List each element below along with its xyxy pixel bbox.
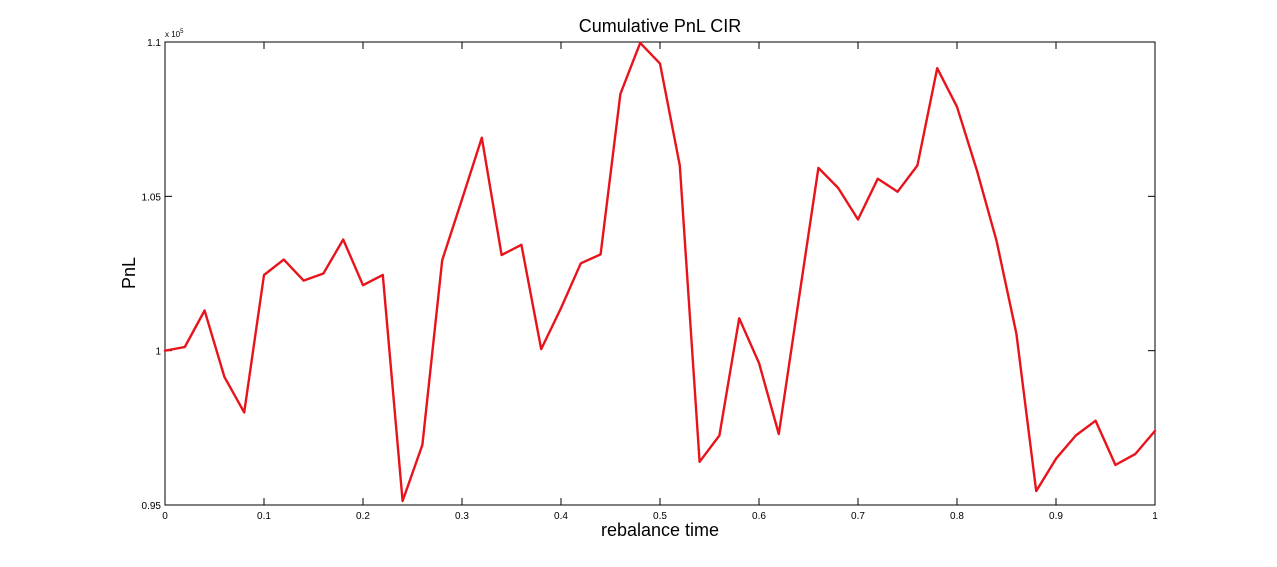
x-tick-label: 0 [162,511,168,522]
y-tick-label: 1.1 [147,38,161,49]
data-point [698,460,701,463]
y-tick-label: 1.05 [142,192,162,203]
data-point [520,243,523,246]
data-point [164,349,166,352]
data-point [857,218,859,221]
data-point [302,279,305,282]
data-point [441,259,444,262]
data-point [401,500,404,502]
data-point [679,164,681,167]
x-tick-label: 0.1 [257,511,271,522]
data-point [580,262,582,265]
x-tick-label: 0.3 [455,511,469,522]
data-point [1015,332,1018,335]
data-point [758,362,760,364]
data-point [283,258,285,261]
x-tick-label: 0.9 [1049,511,1063,522]
y-tick-label: 1 [155,347,161,358]
plot-area-frame [164,41,1156,506]
data-point [322,272,325,275]
data-point [1094,419,1097,422]
y-tick-label: 0.95 [142,501,162,512]
data-point [243,411,245,414]
y-axis-ticks: 0.95 1 1.05 1.1 [142,38,1155,512]
data-point [797,299,800,302]
x-tick-label: 1 [1152,511,1158,522]
data-point [738,317,740,320]
data-point [223,376,226,378]
data-point [837,187,839,189]
data-point [599,253,602,256]
x-axis-ticks: 0 0.1 0.2 0.3 0.4 0.5 0.6 0.7 0.8 0.9 1 [162,42,1158,522]
x-tick-label: 0.7 [851,511,865,522]
x-axis-label: rebalance time [601,520,719,540]
data-point [1035,490,1037,492]
data-point [817,167,820,169]
data-point [540,348,542,350]
data-point [461,198,463,201]
chart-title: Cumulative PnL CIR [579,16,741,36]
data-point [995,240,998,242]
data-point [936,67,938,70]
data-point [619,93,622,95]
data-point [1114,464,1117,466]
data-point [560,307,562,309]
data-point [896,190,899,193]
data-point [639,42,641,44]
y-axis-exponent-label: x 105 [165,29,184,39]
x-tick-label: 0.2 [356,511,370,522]
y-axis-exponent-base: x 10 [165,30,181,39]
data-point [659,62,661,65]
data-point [263,274,265,276]
x-tick-label: 0.6 [752,511,766,522]
data-point [203,309,206,312]
data-point [1055,457,1057,460]
data-point [382,274,384,276]
data-point [1075,434,1077,437]
x-tick-label: 0.4 [554,511,568,522]
data-point [718,434,721,437]
data-point [500,254,503,256]
data-point [184,346,186,348]
data-point [421,444,424,446]
data-point [342,238,345,241]
y-axis-exponent-power: 5 [180,29,184,35]
data-point [362,284,364,287]
series-line-pnl [163,41,1157,503]
x-tick-label: 0.5 [653,511,667,522]
data-point [1154,430,1156,432]
data-point [956,106,958,108]
series-layer [163,41,1157,503]
data-point [976,169,978,171]
data-point [916,164,919,167]
data-point [1134,453,1136,455]
data-point [481,136,483,139]
y-axis-label: PnL [119,257,139,289]
data-point [877,177,879,180]
x-tick-label: 0.8 [950,511,964,522]
data-point [778,433,780,435]
